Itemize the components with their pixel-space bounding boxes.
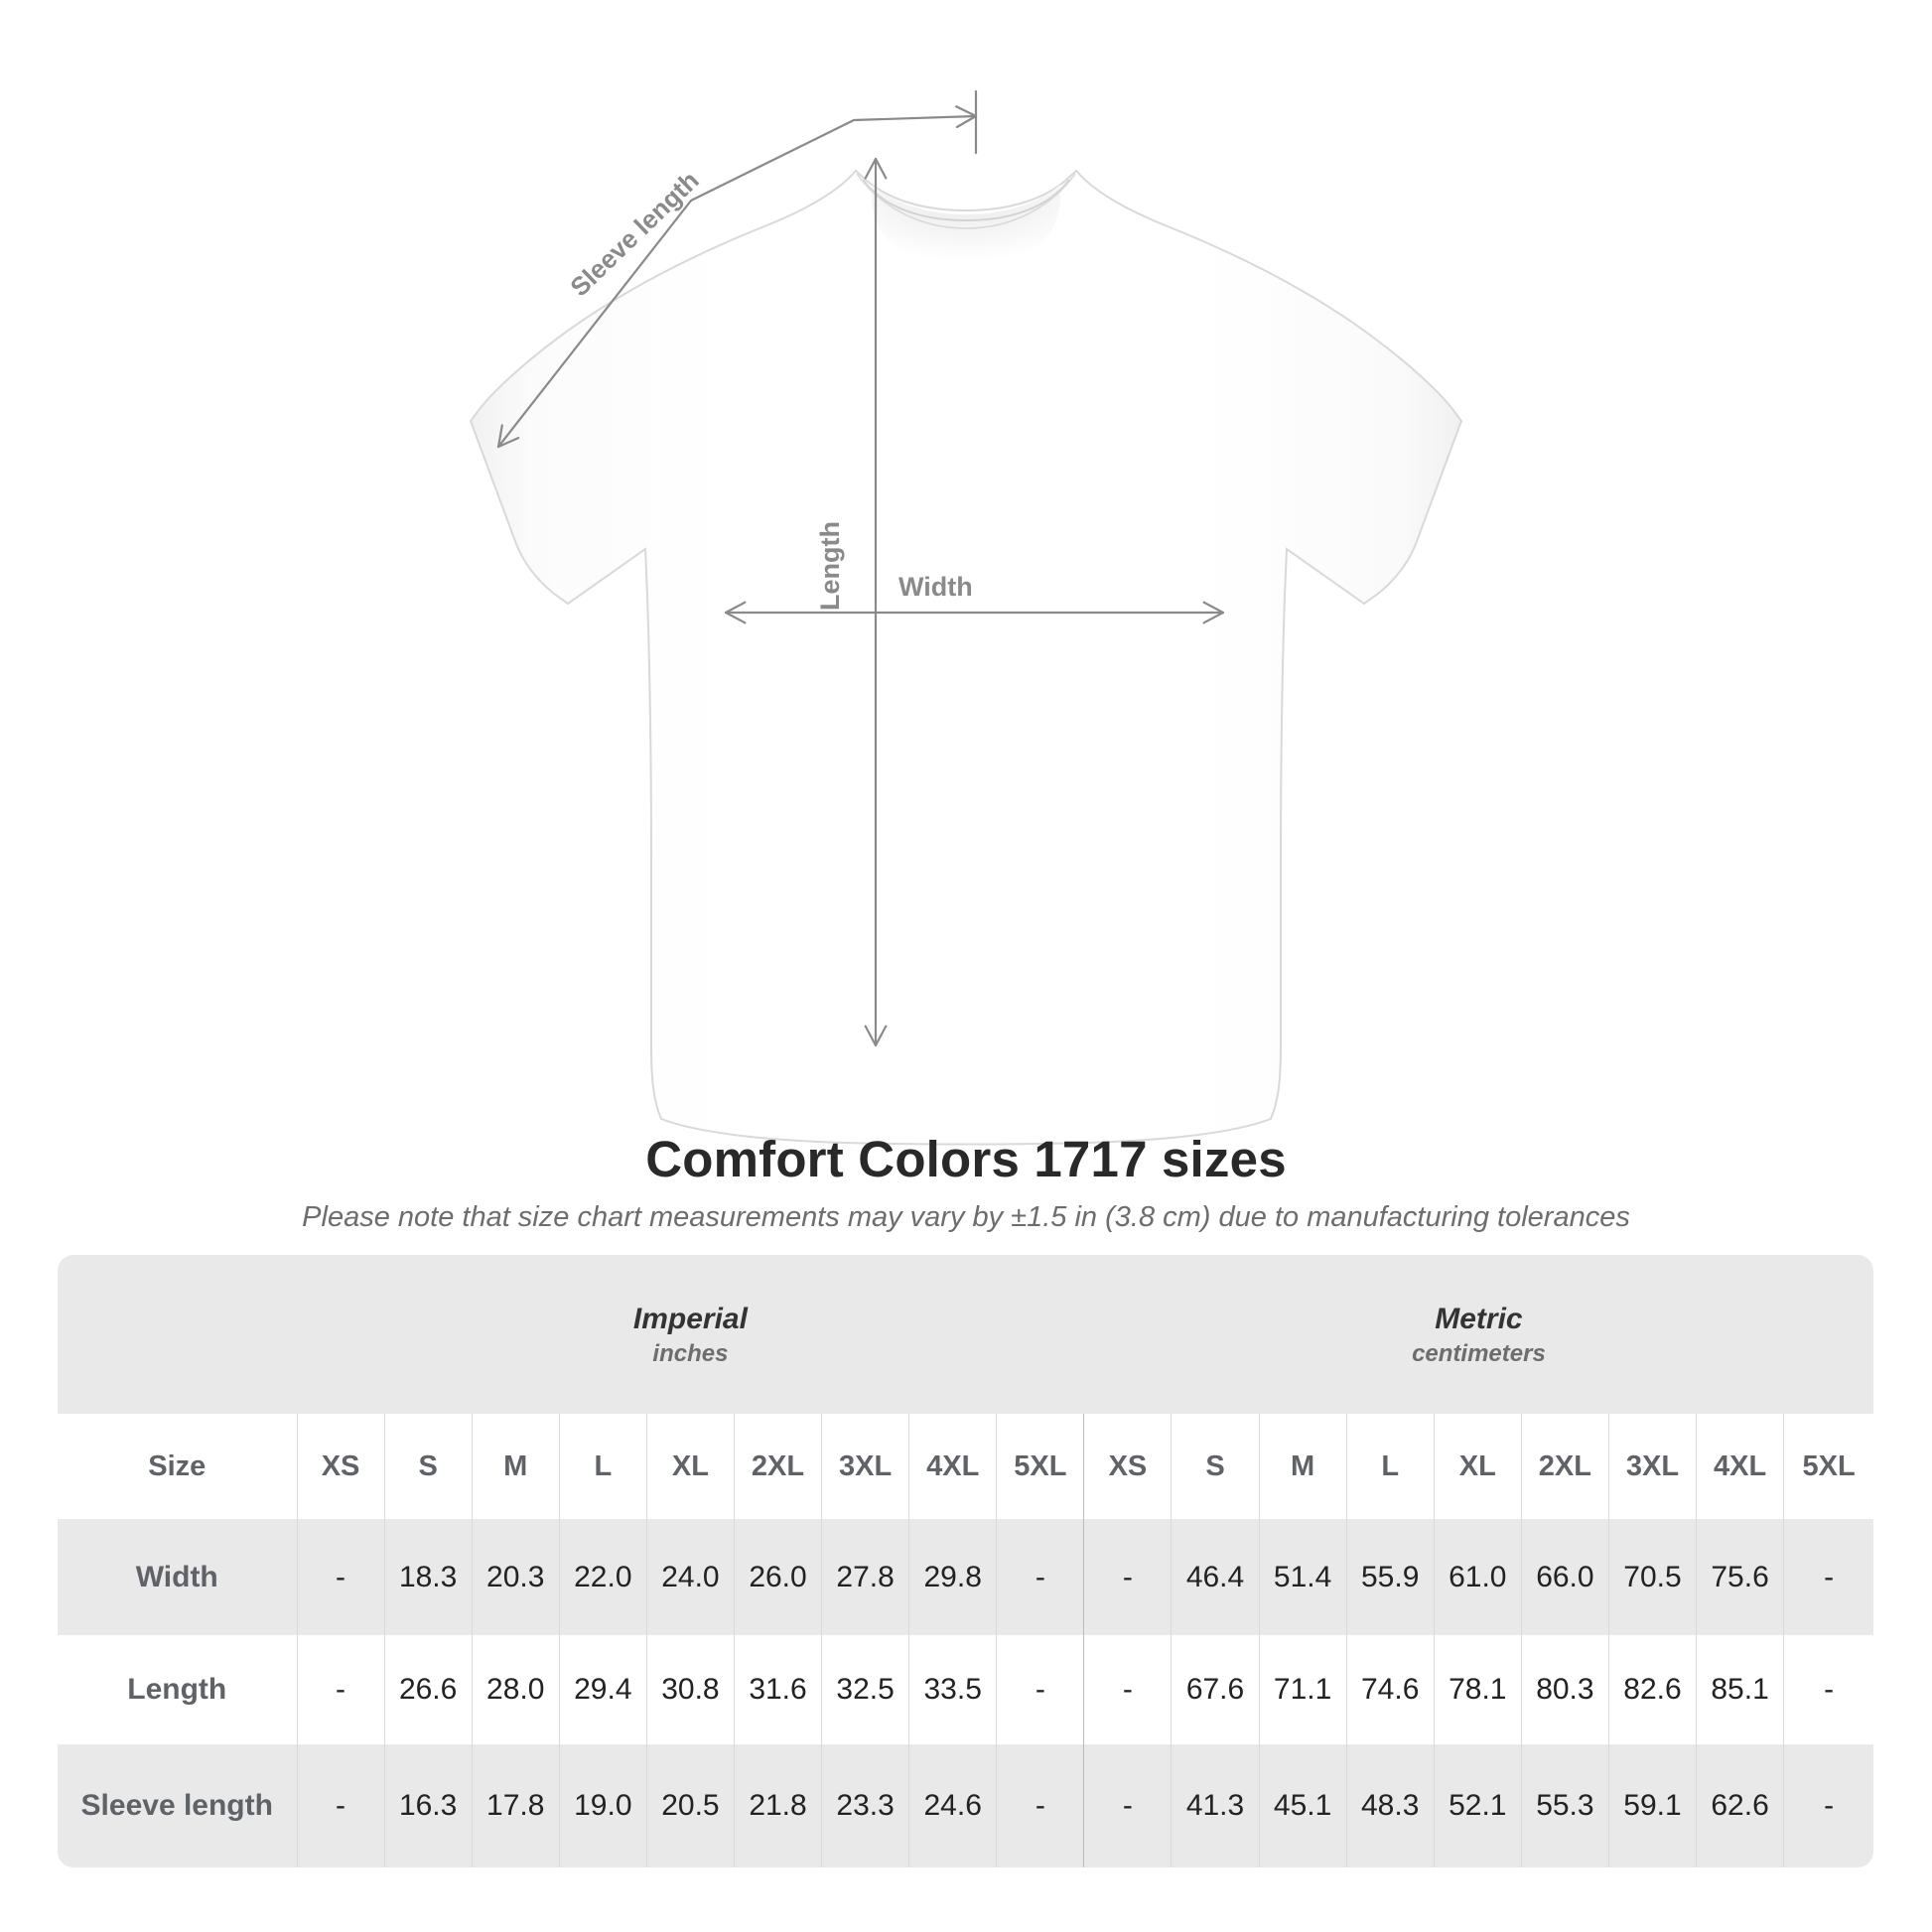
svg-text:Length: Length <box>815 521 845 611</box>
svg-text:Width: Width <box>898 572 973 602</box>
